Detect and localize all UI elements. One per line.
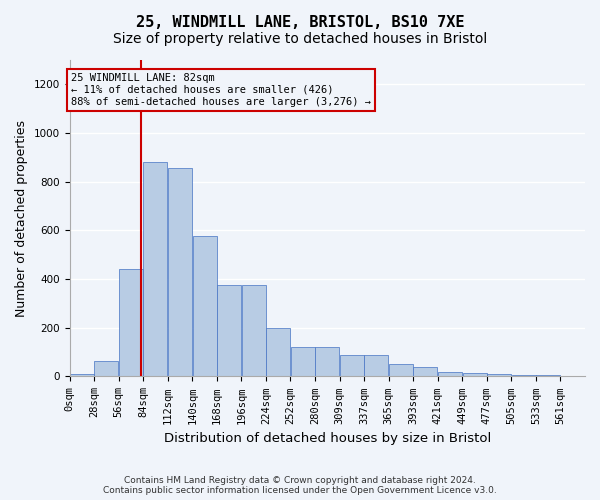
- Bar: [487, 374, 511, 376]
- Bar: [290, 347, 315, 376]
- Bar: [119, 270, 143, 376]
- Bar: [536, 375, 560, 376]
- Bar: [512, 375, 536, 376]
- Text: 25 WINDMILL LANE: 82sqm
← 11% of detached houses are smaller (426)
88% of semi-d: 25 WINDMILL LANE: 82sqm ← 11% of detache…: [71, 74, 371, 106]
- Bar: [413, 366, 437, 376]
- Bar: [193, 236, 217, 376]
- Text: Contains HM Land Registry data © Crown copyright and database right 2024.
Contai: Contains HM Land Registry data © Crown c…: [103, 476, 497, 495]
- Bar: [70, 374, 94, 376]
- Bar: [438, 372, 462, 376]
- Bar: [463, 373, 487, 376]
- Bar: [94, 360, 118, 376]
- Bar: [389, 364, 413, 376]
- Bar: [266, 328, 290, 376]
- Bar: [242, 285, 266, 376]
- Bar: [217, 285, 241, 376]
- Y-axis label: Number of detached properties: Number of detached properties: [15, 120, 28, 316]
- Bar: [315, 347, 339, 376]
- Bar: [143, 162, 167, 376]
- Text: Size of property relative to detached houses in Bristol: Size of property relative to detached ho…: [113, 32, 487, 46]
- X-axis label: Distribution of detached houses by size in Bristol: Distribution of detached houses by size …: [164, 432, 491, 445]
- Text: 25, WINDMILL LANE, BRISTOL, BS10 7XE: 25, WINDMILL LANE, BRISTOL, BS10 7XE: [136, 15, 464, 30]
- Bar: [364, 354, 388, 376]
- Bar: [340, 354, 364, 376]
- Bar: [168, 168, 192, 376]
